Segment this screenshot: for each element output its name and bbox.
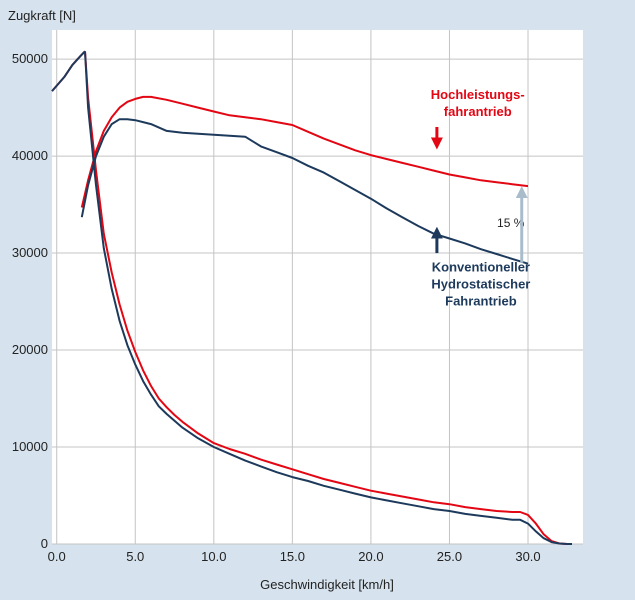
y-axis-ticks: 0 10000 20000 30000 40000 50000 <box>12 51 48 551</box>
annotation-label: Hydrostatischer <box>431 276 530 291</box>
x-tick-label: 5.0 <box>126 549 144 564</box>
y-axis-title: Zugkraft [N] <box>8 8 76 23</box>
y-tick-label: 50000 <box>12 51 48 66</box>
y-tick-label: 40000 <box>12 148 48 163</box>
y-tick-label: 0 <box>41 536 48 551</box>
x-axis-ticks: 0.0 5.0 10.0 15.0 20.0 25.0 30.0 <box>48 549 541 564</box>
series-konventionell-line-2 <box>84 51 572 545</box>
x-tick-label: 10.0 <box>201 549 226 564</box>
x-tick-label: 15.0 <box>280 549 305 564</box>
series-hochleistung-line-2 <box>84 51 568 545</box>
series-konventionell-line-1 <box>51 50 86 92</box>
series-hochleistung-line-3 <box>80 95 529 208</box>
x-axis-title: Geschwindigkeit [km/h] <box>260 577 394 592</box>
annotations: Hochleistungs-fahrantrieb Konventioneller… <box>431 87 531 309</box>
y-tick-label: 20000 <box>12 342 48 357</box>
y-tick-label: 30000 <box>12 245 48 260</box>
y-tick-label: 10000 <box>12 439 48 454</box>
annotation-label: Konventioneller <box>432 259 530 274</box>
x-tick-label: 25.0 <box>437 549 462 564</box>
x-tick-label: 30.0 <box>515 549 540 564</box>
annotation-label: fahrantrieb <box>444 104 512 119</box>
x-tick-label: 20.0 <box>358 549 383 564</box>
annotation-label: Fahrantrieb <box>445 293 517 308</box>
x-tick-label: 0.0 <box>48 549 66 564</box>
percent-label: 15 % <box>497 216 525 230</box>
annotation-label: Hochleistungs- <box>431 87 525 102</box>
plot-area <box>52 30 583 544</box>
